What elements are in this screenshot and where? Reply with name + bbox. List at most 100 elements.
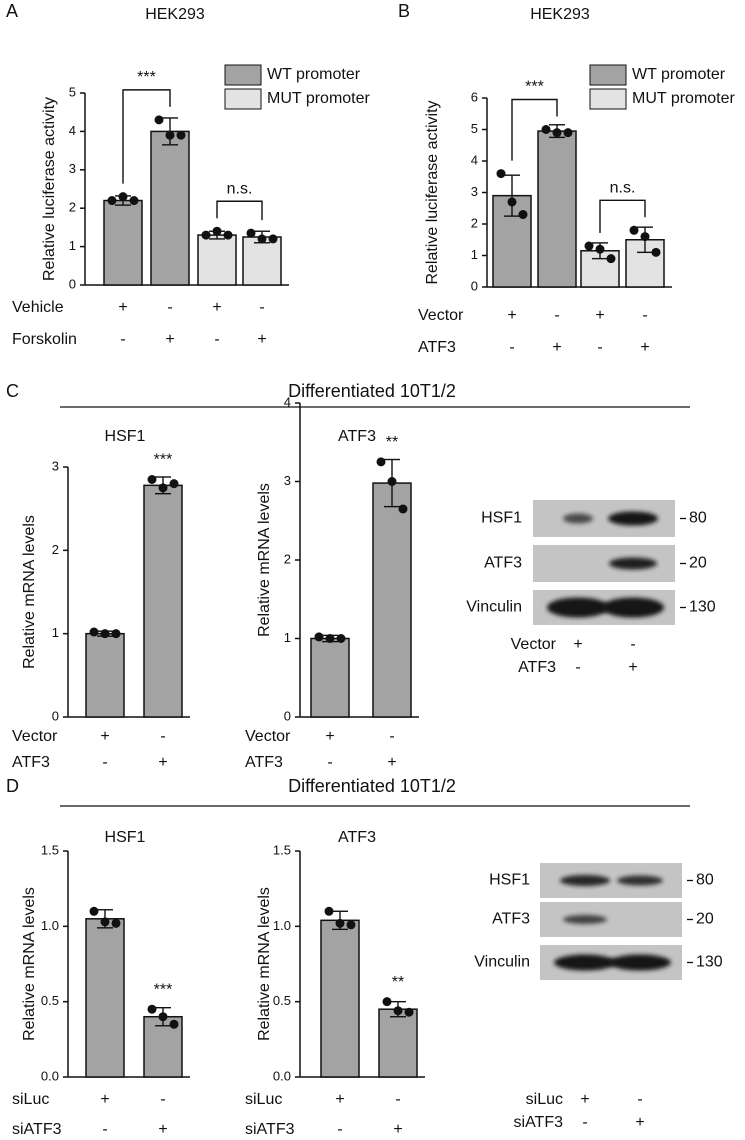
data-point <box>507 197 517 207</box>
size-label: 20 <box>689 555 707 572</box>
data-point <box>552 128 562 138</box>
legend-swatch <box>224 64 262 86</box>
bar <box>143 484 183 718</box>
data-point <box>346 920 356 930</box>
blot-label: HSF1 <box>481 510 522 527</box>
y-tick-label: 1.5 <box>41 842 59 857</box>
bracket <box>511 98 558 161</box>
condition-label: Vector <box>245 728 291 745</box>
data-point <box>651 247 661 257</box>
data-point <box>393 1006 403 1016</box>
y-tick-label: 0.5 <box>273 993 291 1008</box>
bar <box>310 637 350 718</box>
y-tick-label: 2 <box>52 542 59 557</box>
chart-title: ATF3 <box>338 428 376 445</box>
y-tick-label: 0 <box>69 276 76 291</box>
y-tick-label: 2 <box>69 200 76 215</box>
condition-sign: - <box>167 299 172 316</box>
condition-label: siLuc <box>245 1091 282 1108</box>
bar <box>197 234 237 286</box>
condition-sign: + <box>635 1114 644 1131</box>
data-point <box>584 241 594 251</box>
bar <box>103 199 143 286</box>
y-tick-label: 1 <box>69 238 76 253</box>
data-point <box>129 196 139 206</box>
condition-sign: - <box>120 331 125 348</box>
condition-sign: - <box>102 1121 107 1138</box>
bar <box>85 918 125 1078</box>
blot-strip <box>540 902 682 937</box>
y-tick-label: 4 <box>69 123 76 138</box>
blot-label: Vinculin <box>474 954 530 971</box>
data-point <box>246 228 256 238</box>
significance: *** <box>154 981 173 998</box>
blot-band <box>547 597 609 618</box>
error-bar <box>504 174 520 217</box>
condition-label: Vector <box>12 728 58 745</box>
condition-sign: + <box>165 331 174 348</box>
chart-title: HEK293 <box>145 6 205 23</box>
data-point <box>314 632 324 642</box>
data-point <box>169 479 179 489</box>
legend-label: MUT promoter <box>267 90 371 107</box>
blot-band <box>609 954 671 971</box>
y-tick-label: 5 <box>69 84 76 99</box>
condition-sign: - <box>395 1091 400 1108</box>
condition-sign: + <box>100 728 109 745</box>
panel-label: D <box>6 776 19 796</box>
condition-sign: + <box>118 299 127 316</box>
condition-label: Vehicle <box>12 299 64 316</box>
condition-label: siLuc <box>526 1091 563 1108</box>
blot-band <box>617 875 663 886</box>
data-point <box>606 254 616 264</box>
data-point <box>147 475 157 484</box>
data-point <box>398 504 408 514</box>
y-tick-label: 1 <box>284 630 291 645</box>
y-tick-label: 4 <box>471 152 478 167</box>
condition-label: Vector <box>418 307 464 324</box>
condition-sign: - <box>630 636 635 653</box>
condition-sign: + <box>573 636 582 653</box>
condition-sign: + <box>580 1091 589 1108</box>
data-point <box>541 125 551 134</box>
condition-sign: - <box>259 299 264 316</box>
bar <box>372 482 412 718</box>
significance: *** <box>137 69 156 86</box>
condition-sign: - <box>642 307 647 324</box>
data-point <box>629 225 639 235</box>
condition-sign: - <box>214 331 219 348</box>
legend-label: WT promoter <box>632 66 726 83</box>
blot-band <box>563 513 593 524</box>
blot-band <box>602 597 664 618</box>
condition-label: ATF3 <box>418 339 456 356</box>
data-point <box>111 918 121 928</box>
condition-sign: - <box>575 659 580 676</box>
condition-sign: + <box>552 339 561 356</box>
data-point <box>201 230 211 240</box>
data-point <box>176 130 186 140</box>
data-point <box>387 477 397 486</box>
condition-sign: + <box>335 1091 344 1108</box>
y-axis-label: Relative luciferase activity <box>41 97 58 281</box>
blot-band <box>608 511 658 526</box>
y-tick-label: 0 <box>471 278 478 293</box>
y-axis-label: Relative mRNA levels <box>256 887 273 1041</box>
condition-sign: + <box>628 659 637 676</box>
data-point <box>223 230 233 240</box>
condition-sign: + <box>158 1121 167 1138</box>
y-axis-label: Relative mRNA levels <box>256 483 273 637</box>
legend-label: MUT promoter <box>632 90 736 107</box>
bar <box>537 130 577 288</box>
condition-label: siATF3 <box>12 1121 62 1138</box>
condition-sign: + <box>393 1121 402 1138</box>
data-point <box>404 1007 414 1017</box>
data-point <box>325 634 335 643</box>
legend-label: WT promoter <box>267 66 361 83</box>
condition-label: ATF3 <box>12 754 50 771</box>
condition-label: ATF3 <box>245 754 283 771</box>
y-axis-label: Relative mRNA levels <box>21 515 38 669</box>
condition-label: siLuc <box>12 1091 49 1108</box>
data-point <box>257 234 267 244</box>
size-label: 130 <box>696 954 723 971</box>
